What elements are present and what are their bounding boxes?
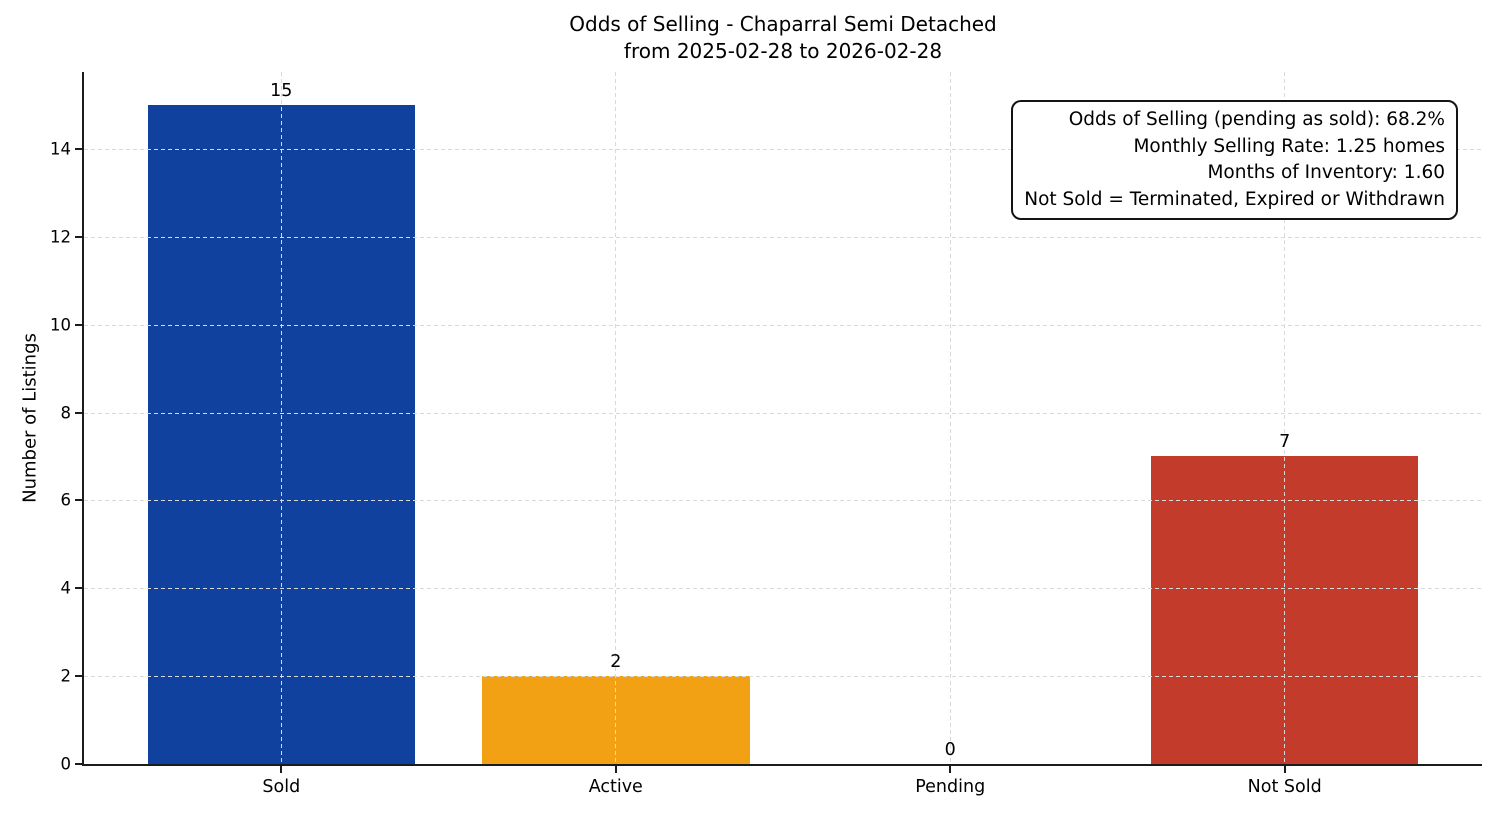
y-tick-mark	[75, 323, 82, 326]
y-tick-label: 14	[50, 139, 71, 159]
annotation-line-odds: Odds of Selling (pending as sold): 68.2%	[1068, 109, 1445, 130]
x-tick-mark	[280, 766, 283, 773]
horizontal-gridline	[84, 676, 1482, 678]
x-tick-mark	[949, 766, 952, 773]
horizontal-gridline	[84, 236, 1482, 238]
chart-subtitle: from 2025-02-28 to 2026-02-28	[623, 39, 943, 63]
bar-active	[481, 676, 750, 764]
y-tick-label: 6	[60, 490, 72, 510]
y-tick-label: 8	[60, 403, 72, 422]
x-tick-label: Sold	[262, 777, 301, 797]
y-tick-mark	[75, 235, 82, 238]
annotation-line-not-sold-definition: Not Sold = Terminated, Expired or Withdr…	[1024, 188, 1445, 210]
bar-value-label: 7	[1279, 432, 1291, 453]
y-tick-label: 0	[60, 754, 72, 774]
bar-not-sold	[1150, 456, 1419, 764]
bar-value-label: 15	[270, 80, 293, 101]
horizontal-gridline	[84, 500, 1482, 502]
x-tick-mark	[614, 766, 617, 773]
horizontal-gridline	[84, 588, 1482, 590]
bar-value-label: 0	[944, 740, 956, 760]
horizontal-gridline	[84, 324, 1482, 326]
y-axis-label: Number of Listings	[19, 333, 41, 503]
y-tick-mark	[75, 587, 82, 590]
y-tick-label: 2	[60, 666, 72, 686]
chart-title-block: Odds of Selling - Chaparral Semi Detache…	[84, 11, 1482, 65]
y-tick-mark	[75, 763, 82, 765]
x-tick-label: Pending	[915, 777, 986, 797]
vertical-gridline	[949, 72, 951, 764]
vertical-gridline	[280, 72, 282, 764]
annotation-line-inventory: Months of Inventory: 1.60	[1207, 162, 1445, 183]
horizontal-gridline	[84, 412, 1482, 414]
chart-title: Odds of Selling - Chaparral Semi Detache…	[569, 12, 997, 36]
y-tick-mark	[75, 411, 82, 414]
annotation-box: Odds of Selling (pending as sold): 68.2%…	[1011, 100, 1458, 220]
vertical-gridline	[615, 72, 617, 764]
y-tick-mark	[75, 147, 82, 150]
bar-sold	[147, 104, 416, 764]
annotation-line-selling-rate: Monthly Selling Rate: 1.25 homes	[1133, 135, 1445, 157]
x-tick-label: Active	[588, 777, 643, 797]
y-tick-mark	[75, 499, 82, 502]
y-tick-label: 10	[50, 315, 71, 335]
x-tick-label: Not Sold	[1247, 777, 1322, 797]
y-tick-label: 12	[50, 227, 71, 247]
x-tick-mark	[1283, 766, 1286, 773]
y-tick-mark	[75, 675, 82, 678]
y-tick-label: 4	[60, 578, 72, 598]
bar-value-label: 2	[610, 652, 622, 673]
